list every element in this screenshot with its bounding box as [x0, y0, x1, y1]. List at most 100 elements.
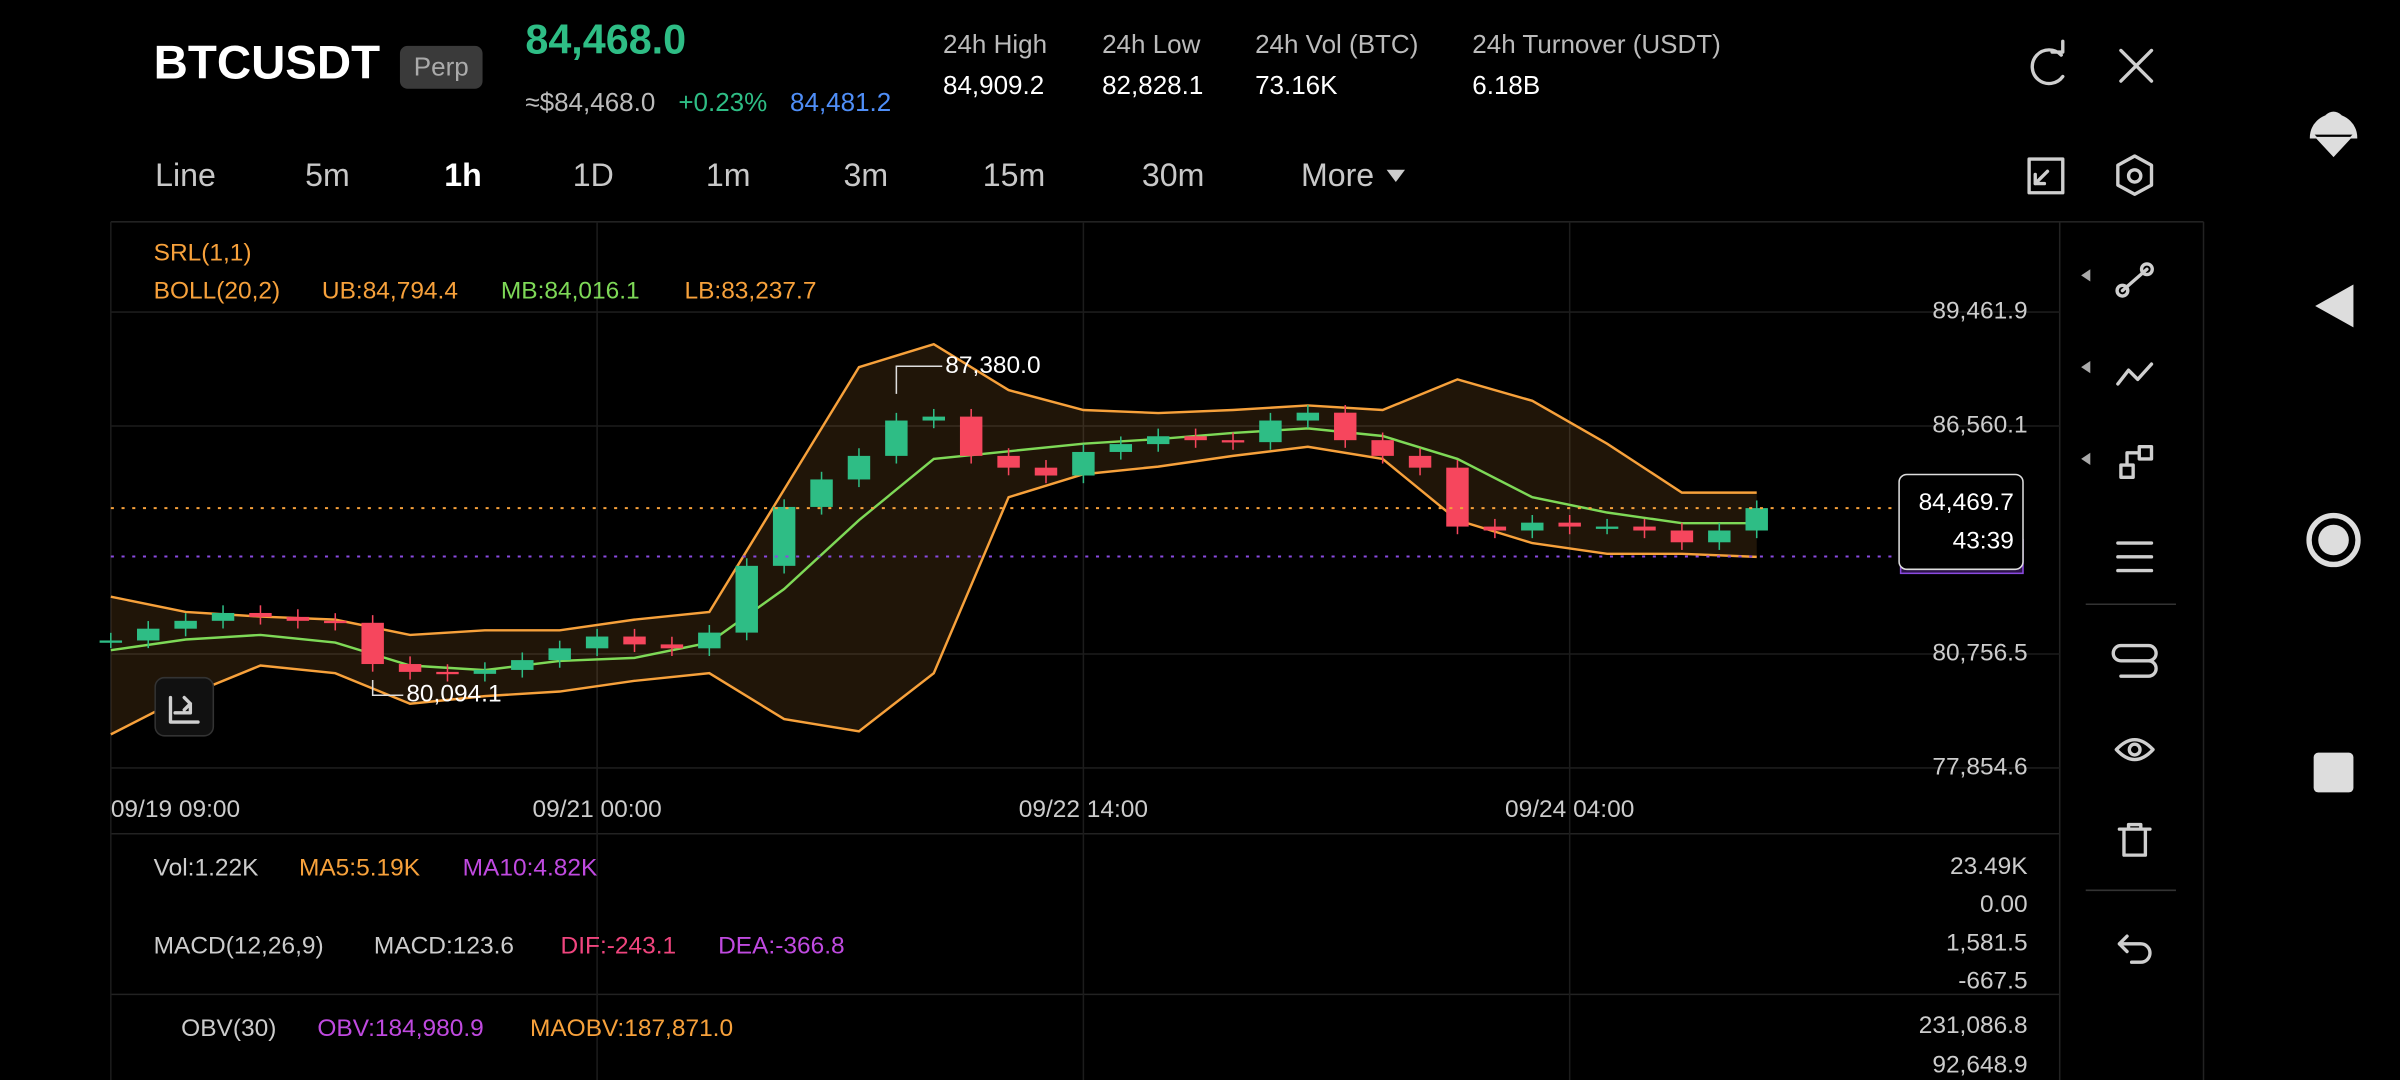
timeframe-tab[interactable]: 1D	[573, 157, 614, 193]
timeframe-tab[interactable]: Line	[155, 157, 216, 193]
candle-body	[1371, 440, 1394, 456]
timeframe-tab[interactable]: 1h	[444, 157, 481, 193]
candle-body	[1708, 530, 1731, 543]
obv-axis-top: 231,086.8	[1919, 1012, 2028, 1039]
maobv-value: MAOBV:187,871.0	[530, 1015, 733, 1042]
y-tick-label: 89,461.9	[1932, 298, 2027, 325]
y-tick-label: 80,756.5	[1932, 639, 2027, 666]
candle-body	[1259, 420, 1282, 443]
timeframe-tab[interactable]: 15m	[983, 157, 1045, 193]
usd-price: ≈$84,468.0	[525, 87, 655, 117]
refresh-icon[interactable]	[2030, 39, 2065, 86]
fib-tool[interactable]	[2116, 362, 2154, 386]
nav-assist-dot	[2322, 111, 2345, 134]
boll-ub	[110, 342, 1757, 637]
obv-axis-bottom: 92,648.9	[1932, 1052, 2027, 1079]
share-button[interactable]	[154, 676, 215, 737]
candle-body	[1521, 522, 1544, 531]
settings-icon[interactable]	[2116, 154, 2154, 196]
candle-body	[997, 455, 1020, 468]
timeframe-tab[interactable]: 5m	[305, 157, 350, 193]
nav-recents[interactable]	[2313, 752, 2354, 793]
boll-label: BOLL(20,2)	[154, 278, 281, 305]
candle-body	[1184, 436, 1207, 441]
candle-body	[959, 416, 983, 456]
nav-back[interactable]	[2315, 284, 2354, 328]
candle-body	[99, 640, 123, 643]
candle-body	[1034, 467, 1058, 476]
drawing-toolbar	[2081, 262, 2176, 964]
timeframe-tab[interactable]: 30m	[1142, 157, 1204, 193]
x-tick-label: 09/21 00:00	[532, 796, 661, 823]
visibility-tool[interactable]	[2114, 737, 2155, 762]
countdown: 43:39	[1953, 527, 2014, 554]
timeframe-tab[interactable]: 3m	[844, 157, 889, 193]
candle-body	[1558, 522, 1581, 527]
more-caret	[1386, 169, 1405, 183]
candle-body	[174, 620, 197, 629]
vol-axis-top: 23.49K	[1950, 853, 2028, 880]
close-icon[interactable]	[2119, 48, 2154, 83]
shape-tool[interactable]	[2119, 445, 2154, 479]
candle-body	[735, 565, 758, 633]
macd-axis-top: 1,581.5	[1946, 929, 2028, 956]
ma10-label: MA10:4.82K	[463, 854, 598, 881]
candle-body	[1408, 455, 1432, 468]
candle-body	[1146, 436, 1170, 445]
min-mark-leader	[371, 679, 404, 697]
x-tick-label: 09/22 14:00	[1019, 796, 1148, 823]
price: 84,468.0	[525, 17, 686, 63]
candle-body	[585, 636, 609, 649]
stat-label: 24h Turnover (USDT)	[1472, 29, 1721, 59]
candle-body	[1483, 526, 1507, 531]
candle-body	[249, 612, 272, 617]
candle-body	[698, 632, 721, 649]
line-tool-dot	[2115, 283, 2130, 298]
candle-body	[511, 660, 534, 670]
timeframe-tab[interactable]: 1m	[706, 157, 751, 193]
candle-body	[1296, 412, 1320, 421]
candle-body	[1072, 451, 1095, 476]
nav-home[interactable]	[2306, 512, 2361, 568]
candle-body	[623, 636, 646, 645]
vol-label: Vol:1.22K	[154, 854, 259, 881]
min-mark-label: 80,094.1	[406, 681, 501, 708]
macd-axis-bottom: -667.5	[1958, 968, 2027, 995]
change: +0.23%	[678, 87, 767, 117]
candle-body	[1109, 444, 1133, 452]
delete-tool[interactable]	[2117, 822, 2152, 857]
stat-value: 82,828.1	[1102, 70, 1203, 100]
undo-tool[interactable]	[2117, 934, 2152, 964]
line-tool-dot	[2139, 262, 2154, 277]
max-mark-label: 87,380.0	[945, 352, 1040, 379]
stat-label: 24h High	[943, 29, 1047, 59]
obv-name: OBV(30)	[181, 1015, 276, 1042]
x-tick-label: 09/24 04:00	[1505, 796, 1634, 823]
layers-tool[interactable]	[2111, 643, 2158, 678]
candle-body	[1633, 526, 1656, 531]
macd-name: MACD(12,26,9)	[154, 932, 324, 959]
candle-body	[137, 628, 160, 641]
stat-value: 73.16K	[1255, 70, 1338, 100]
vol-axis-bottom: 0.00	[1980, 891, 2028, 918]
lb-label: LB:83,237.7	[684, 278, 816, 305]
boll-mb	[110, 427, 1757, 672]
candle-body	[211, 612, 235, 621]
dif-value: DIF:-243.1	[561, 932, 677, 959]
candle-body	[473, 669, 497, 674]
x-tick-label: 09/19 09:00	[111, 796, 240, 823]
last-price-label: 84,469.7	[1919, 489, 2014, 516]
ub-label: UB:84,794.4	[322, 278, 458, 305]
mark-price: 84,481.2	[790, 87, 891, 117]
srl: SRL(1,1)	[154, 239, 252, 266]
stat-value: 6.18B	[1472, 70, 1540, 100]
fullscreen-icon[interactable]	[2027, 157, 2065, 195]
indicator-tool[interactable]	[2116, 541, 2154, 573]
timeframe-tab[interactable]: More	[1301, 157, 1374, 193]
candle-body	[286, 616, 310, 621]
stat-label: 24h Vol (BTC)	[1255, 29, 1418, 59]
expand-arrows	[2081, 269, 2091, 466]
symbol: BTCUSDT	[154, 36, 381, 89]
ma5-label: MA5:5.19K	[299, 854, 421, 881]
